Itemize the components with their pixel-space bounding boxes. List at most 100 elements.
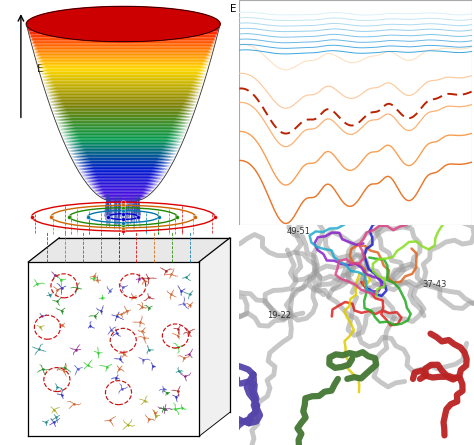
Polygon shape	[27, 25, 220, 27]
Polygon shape	[49, 104, 197, 105]
Polygon shape	[40, 74, 207, 76]
Polygon shape	[85, 181, 161, 183]
Polygon shape	[38, 69, 208, 70]
Polygon shape	[55, 121, 191, 122]
Polygon shape	[70, 154, 177, 156]
Polygon shape	[44, 88, 202, 89]
Polygon shape	[34, 52, 213, 54]
Polygon shape	[28, 33, 218, 34]
Polygon shape	[44, 86, 203, 88]
Polygon shape	[92, 190, 154, 192]
Polygon shape	[34, 54, 212, 55]
Polygon shape	[53, 113, 194, 114]
Polygon shape	[67, 150, 179, 152]
Polygon shape	[27, 28, 219, 30]
Polygon shape	[94, 192, 153, 193]
Polygon shape	[47, 97, 200, 98]
Polygon shape	[28, 238, 230, 262]
Polygon shape	[32, 48, 214, 49]
Polygon shape	[109, 201, 137, 202]
Polygon shape	[68, 152, 178, 153]
Polygon shape	[39, 72, 207, 73]
Polygon shape	[46, 94, 201, 95]
Polygon shape	[52, 110, 195, 112]
Polygon shape	[91, 189, 155, 190]
Polygon shape	[53, 114, 193, 116]
Polygon shape	[104, 199, 143, 201]
Polygon shape	[46, 95, 200, 97]
Polygon shape	[37, 65, 209, 67]
Polygon shape	[50, 105, 197, 107]
Text: 49-51: 49-51	[286, 227, 310, 236]
Polygon shape	[56, 122, 191, 123]
Polygon shape	[39, 73, 207, 74]
Polygon shape	[62, 137, 185, 138]
Polygon shape	[56, 123, 190, 125]
Polygon shape	[35, 57, 211, 58]
Polygon shape	[61, 135, 185, 137]
Polygon shape	[57, 126, 189, 128]
Polygon shape	[58, 128, 188, 129]
Polygon shape	[33, 51, 213, 52]
Polygon shape	[40, 76, 206, 77]
Polygon shape	[75, 165, 172, 166]
Polygon shape	[39, 70, 208, 72]
Polygon shape	[59, 129, 188, 131]
Text: E: E	[230, 4, 237, 14]
Polygon shape	[30, 40, 216, 42]
Polygon shape	[82, 177, 164, 178]
Polygon shape	[36, 60, 211, 61]
Polygon shape	[36, 61, 210, 63]
Polygon shape	[87, 184, 159, 186]
Polygon shape	[86, 183, 160, 184]
Polygon shape	[42, 81, 205, 82]
Polygon shape	[65, 144, 182, 146]
Polygon shape	[35, 55, 212, 57]
Polygon shape	[64, 141, 183, 143]
Polygon shape	[64, 143, 182, 144]
Polygon shape	[77, 170, 169, 171]
Polygon shape	[27, 27, 219, 28]
Polygon shape	[43, 83, 204, 85]
Polygon shape	[30, 39, 217, 40]
Polygon shape	[101, 198, 146, 199]
Polygon shape	[89, 186, 158, 187]
Polygon shape	[54, 117, 192, 119]
FancyBboxPatch shape	[239, 0, 472, 225]
Polygon shape	[28, 262, 199, 436]
Polygon shape	[30, 37, 217, 39]
Polygon shape	[51, 109, 195, 110]
Polygon shape	[81, 175, 165, 177]
Polygon shape	[66, 147, 180, 149]
Polygon shape	[55, 119, 192, 121]
Polygon shape	[78, 171, 168, 172]
Polygon shape	[60, 134, 186, 135]
Polygon shape	[35, 58, 211, 60]
Polygon shape	[28, 30, 219, 32]
Polygon shape	[26, 6, 220, 42]
Polygon shape	[41, 77, 206, 79]
Polygon shape	[59, 131, 187, 132]
Polygon shape	[31, 42, 216, 43]
Polygon shape	[67, 149, 180, 150]
Polygon shape	[29, 36, 217, 37]
Polygon shape	[48, 101, 198, 103]
Polygon shape	[47, 98, 199, 100]
Polygon shape	[33, 49, 214, 51]
Text: E: E	[37, 64, 44, 74]
Polygon shape	[95, 193, 151, 194]
Polygon shape	[80, 174, 166, 175]
Polygon shape	[83, 178, 164, 180]
Polygon shape	[29, 34, 218, 36]
Polygon shape	[46, 92, 201, 94]
Polygon shape	[37, 64, 210, 65]
Polygon shape	[26, 24, 220, 25]
Polygon shape	[70, 156, 176, 158]
Polygon shape	[57, 125, 190, 126]
Polygon shape	[52, 112, 194, 113]
Polygon shape	[90, 187, 157, 189]
Polygon shape	[99, 196, 147, 198]
Polygon shape	[45, 89, 202, 91]
Polygon shape	[62, 138, 184, 140]
Polygon shape	[42, 82, 204, 83]
